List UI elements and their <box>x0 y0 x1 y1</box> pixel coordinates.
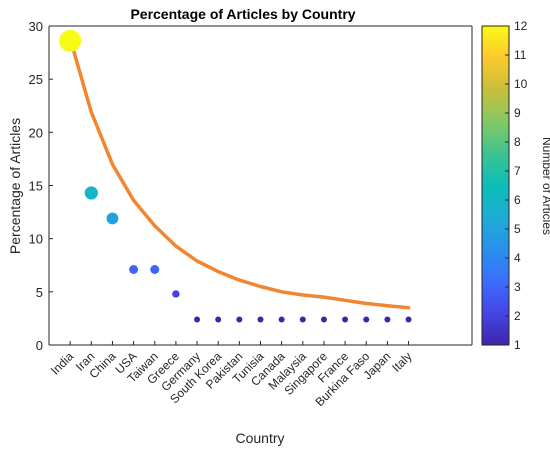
data-point <box>299 316 306 323</box>
data-point <box>363 316 370 323</box>
colorbar-tick-label: 10 <box>514 77 528 91</box>
data-point <box>405 316 412 323</box>
chart-title: Percentage of Articles by Country <box>130 6 355 22</box>
colorbar-tick-label: 9 <box>514 106 521 120</box>
y-tick-label: 15 <box>29 179 43 194</box>
colorbar-tick-label: 11 <box>514 48 527 62</box>
colorbar-tick-label: 1 <box>514 338 521 352</box>
y-tick-label: 20 <box>29 125 43 140</box>
fit-curve-line <box>68 37 411 310</box>
y-tick-label: 0 <box>36 338 43 353</box>
data-point <box>129 265 139 275</box>
y-axis-label: Percentage of Articles <box>7 118 23 254</box>
data-point <box>106 212 119 225</box>
y-tick-label: 10 <box>29 232 43 247</box>
y-tick-label: 5 <box>36 285 43 300</box>
data-point <box>194 316 201 323</box>
colorbar-tick-label: 3 <box>514 280 521 294</box>
data-point <box>150 265 160 275</box>
colorbar-tick-label: 6 <box>514 193 521 207</box>
chart-marks: 051015202530IndiaIranChinaUSATaiwanGreec… <box>29 19 528 409</box>
y-tick-label: 30 <box>29 19 43 34</box>
data-point <box>236 316 243 323</box>
y-tick-label: 25 <box>29 72 43 87</box>
data-point <box>172 290 180 298</box>
colorbar <box>481 25 510 346</box>
data-point <box>257 316 264 323</box>
data-point <box>278 316 285 323</box>
colorbar-tick-label: 5 <box>514 222 521 236</box>
colorbar-tick-label: 12 <box>514 19 528 33</box>
colorbar-tick-label: 7 <box>514 164 521 178</box>
x-axis-label: Country <box>235 430 284 446</box>
colorbar-tick-label: 4 <box>514 251 521 265</box>
data-point <box>320 316 327 323</box>
colorbar-label: Number of Articles <box>540 137 550 235</box>
data-point <box>384 316 391 323</box>
data-point <box>342 316 349 323</box>
data-point <box>215 316 222 323</box>
data-point <box>84 186 98 200</box>
data-point <box>59 29 82 52</box>
x-tick-label: Italy <box>389 349 414 374</box>
colorbar-tick-label: 8 <box>514 135 521 149</box>
colorbar-tick-label: 2 <box>514 309 521 323</box>
